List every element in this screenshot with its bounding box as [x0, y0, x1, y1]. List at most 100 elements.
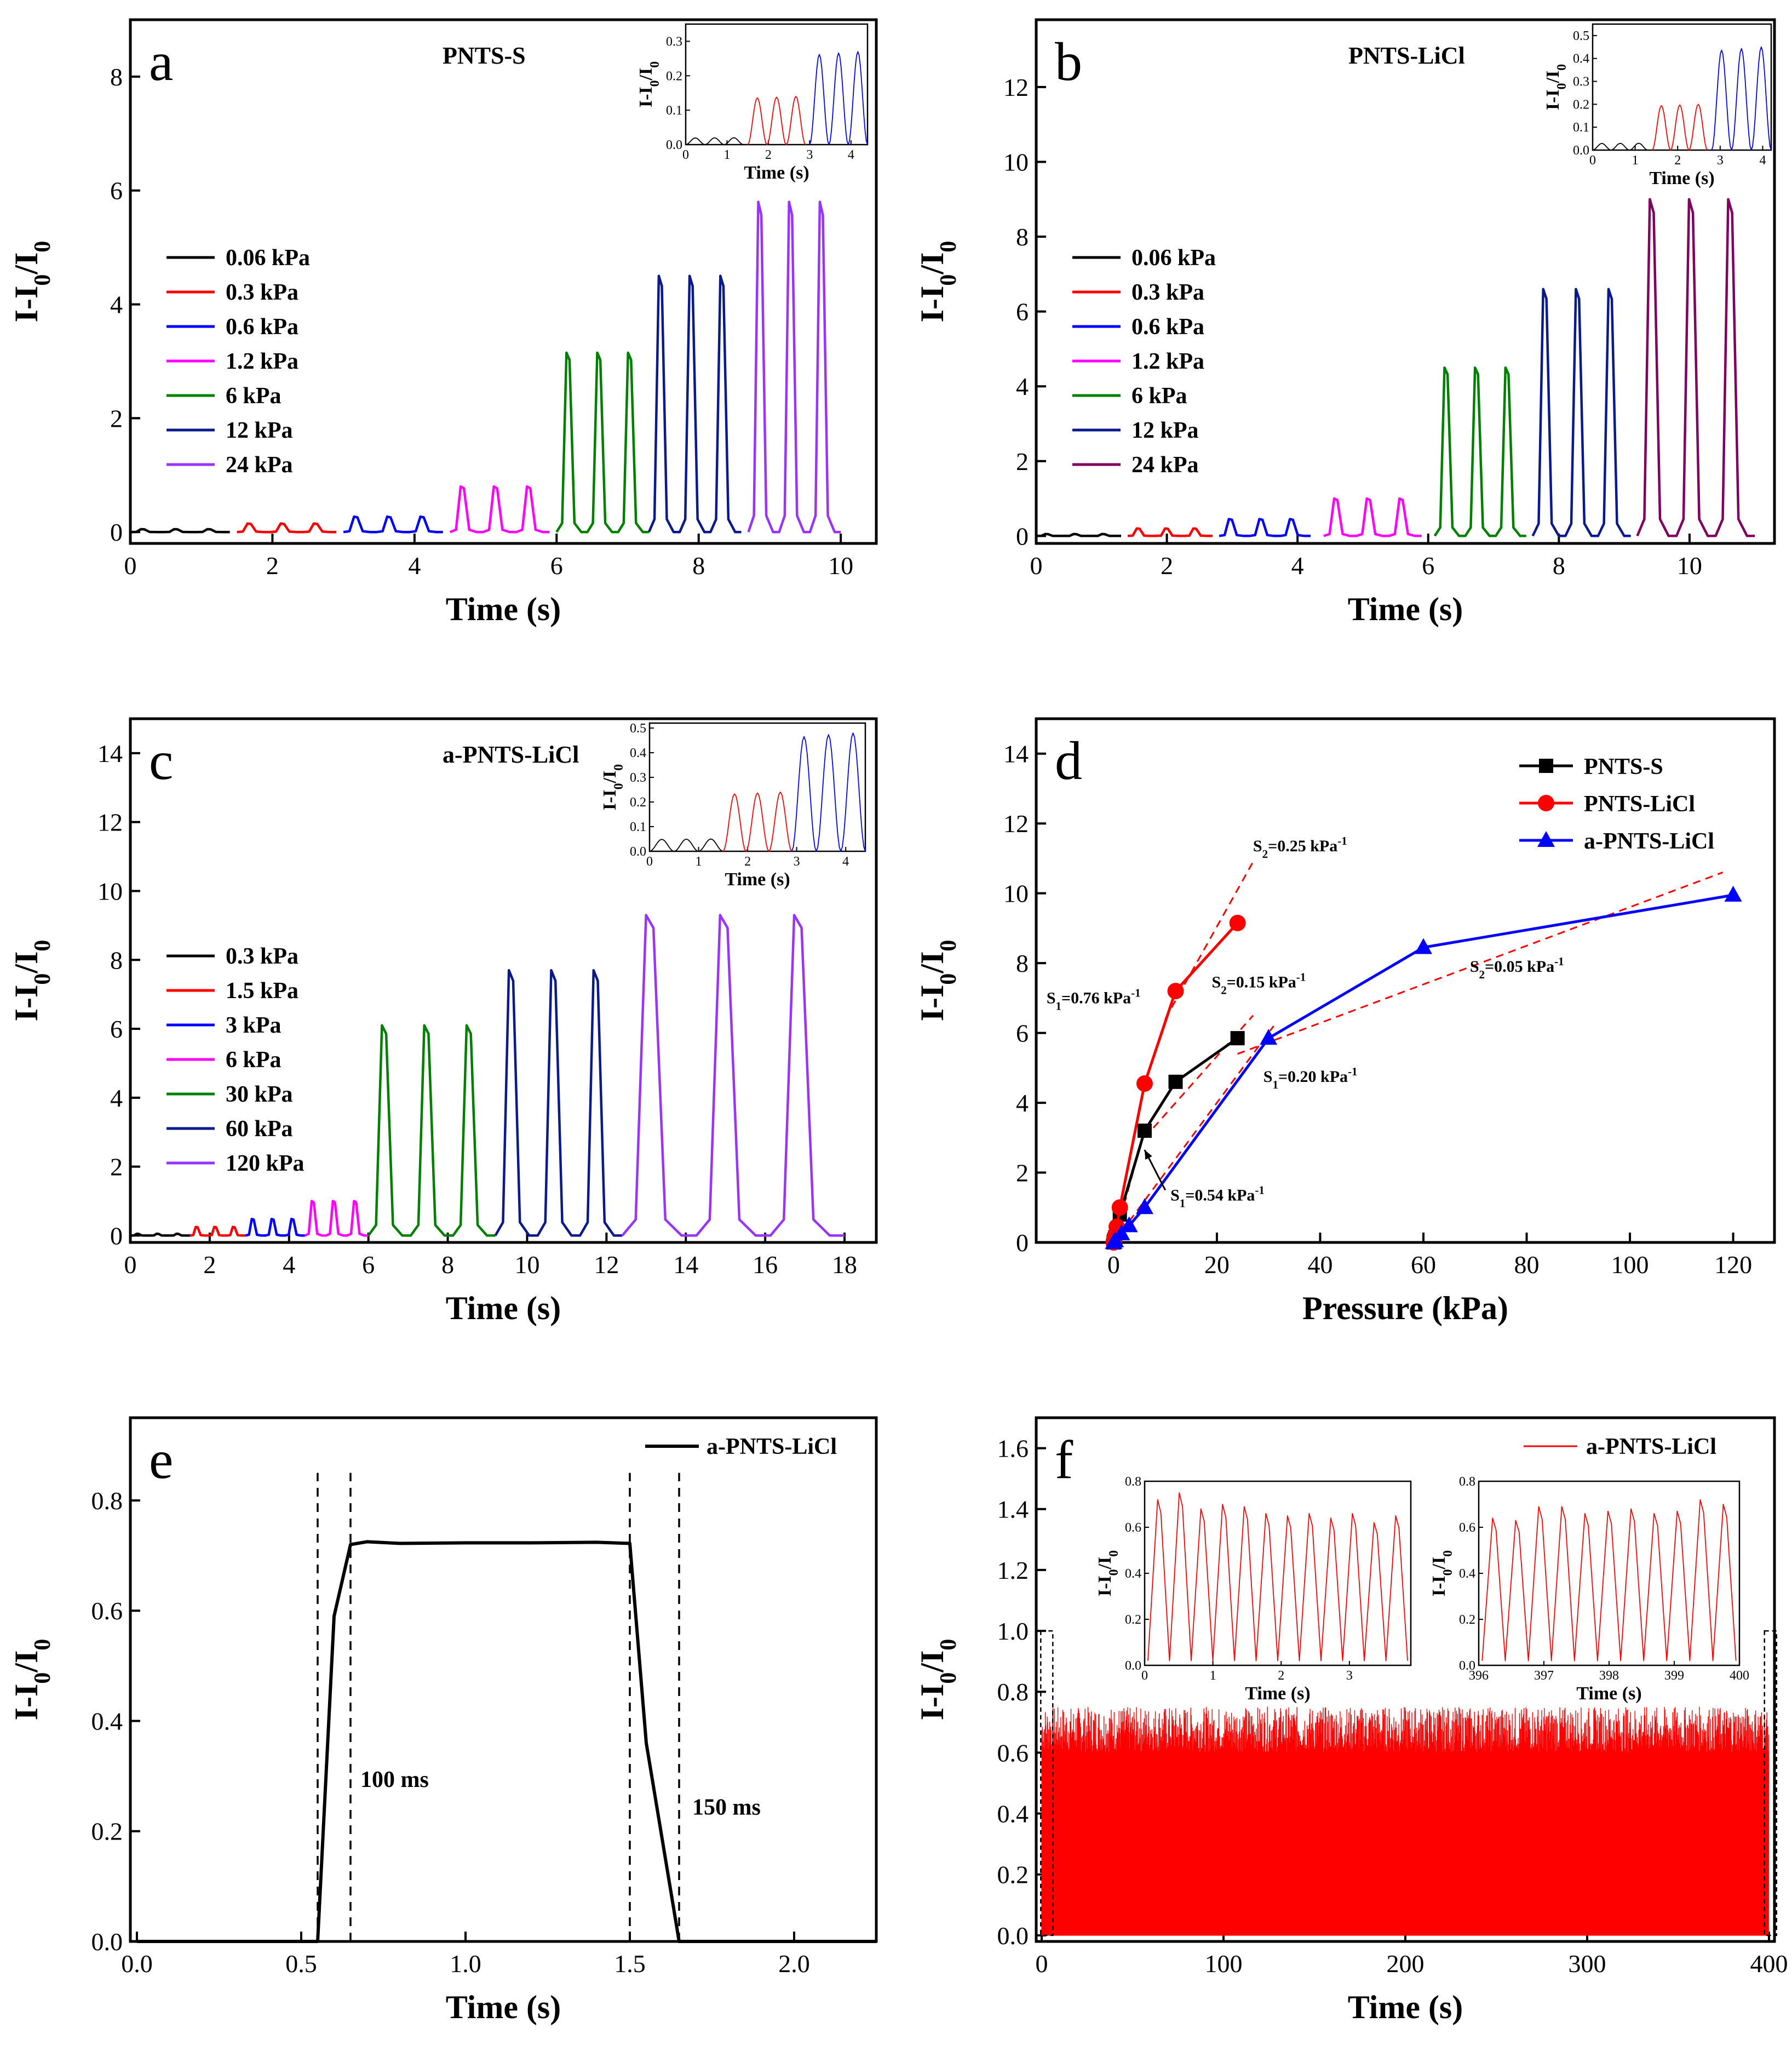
x-tick-label: 0	[1107, 1251, 1120, 1279]
y-tick-label: 0	[1016, 1229, 1029, 1257]
series-line-3	[1323, 497, 1422, 537]
legend-label: 6 kPa	[1132, 383, 1187, 409]
y-tick-label: 6	[1016, 298, 1029, 326]
legend-label: 0.3 kPa	[226, 280, 298, 305]
series-line-1	[189, 1225, 246, 1237]
inset-background	[1479, 1481, 1739, 1665]
inset-y-tick-label: 0.4	[1573, 52, 1589, 66]
series-line-6	[747, 200, 841, 534]
x-tick-label: 0.5	[285, 1950, 317, 1978]
y-tick-label: 1.6	[997, 1435, 1029, 1463]
x-tick-label: 0	[124, 552, 137, 580]
legend-label: 1.2 kPa	[226, 349, 298, 374]
legend-label: 12 kPa	[1132, 418, 1199, 443]
legend-label: a-PNTS-LiCl	[1584, 829, 1714, 854]
inset-x-tick-label: 0	[1589, 153, 1596, 168]
inset-1: 396 397 398 399 400 0.0 0.2 0.4 0.6 0.8 Time (s) I-…	[1429, 1475, 1749, 1704]
legend-label: a-PNTS-LiCl	[1586, 1434, 1716, 1459]
panel-d: 0 20 40 60 80 100 120 0 2 4 6 8 10 12 14 S2=0.25 kPa-1 S…	[914, 717, 1776, 1326]
y-tick-label: 2	[1016, 448, 1029, 475]
panel-title: PNTS-S	[443, 42, 526, 69]
inset-x-tick-label: 4	[842, 855, 849, 869]
data-point	[1136, 1075, 1153, 1092]
y-axis-label: I-I0/I0	[8, 1639, 55, 1721]
series-line-2	[245, 1217, 305, 1237]
inset-y-tick-label: 0.8	[1125, 1475, 1141, 1489]
y-tick-label: 0.8	[997, 1678, 1029, 1706]
inset-y-tick-label: 0.3	[666, 35, 682, 49]
x-tick-label: 300	[1569, 1950, 1606, 1978]
series-line-1	[237, 522, 337, 534]
y-tick-label: 4	[1016, 373, 1029, 400]
x-tick-label: 40	[1307, 1251, 1332, 1279]
legend-label: 6 kPa	[226, 383, 282, 409]
x-tick-label: 0	[1035, 1950, 1048, 1978]
x-tick-label: 4	[283, 1251, 295, 1279]
inset-x-axis-label: Time (s)	[725, 869, 790, 890]
inset-series-line	[1147, 1492, 1408, 1662]
x-tick-label: 8	[692, 552, 705, 580]
legend-label: 24 kPa	[226, 452, 293, 478]
y-tick-label: 1.2	[997, 1556, 1029, 1584]
data-point	[1414, 938, 1432, 954]
slope-annotation: S1=0.54 kPa-1	[1170, 1184, 1265, 1210]
y-axis-label: I-I0/I0	[914, 1639, 961, 1721]
inset-x-axis-label: Time (s)	[1576, 1683, 1641, 1704]
inset-series-line-1	[747, 96, 806, 145]
inset-x-tick-label: 399	[1664, 1669, 1684, 1683]
x-axis-label: Pressure (kPa)	[1302, 1290, 1508, 1326]
series-line-4	[1433, 366, 1526, 537]
x-tick-label: 120	[1714, 1251, 1752, 1279]
data-point	[1260, 1029, 1278, 1045]
x-tick-label: 18	[832, 1251, 857, 1279]
y-tick-label: 0.8	[91, 1487, 123, 1515]
y-axis-label: I-I0/I0	[8, 940, 55, 1022]
inset-y-tick-label: 0.2	[1459, 1613, 1475, 1627]
x-tick-label: 10	[514, 1251, 539, 1279]
x-axis-label: Time (s)	[1348, 591, 1463, 627]
y-tick-label: 6	[110, 177, 123, 205]
inset-x-tick-label: 398	[1599, 1669, 1619, 1683]
inset-x-tick-label: 4	[1759, 153, 1766, 168]
series-line-3	[304, 1200, 369, 1237]
y-tick-label: 6	[1016, 1019, 1029, 1047]
inset-x-tick-label: 396	[1469, 1669, 1489, 1683]
inset-y-tick-label: 0.3	[1573, 75, 1589, 89]
series-line-5	[1531, 288, 1631, 537]
x-tick-label: 2	[266, 552, 279, 580]
y-tick-label: 4	[1016, 1089, 1029, 1117]
series-line-3	[449, 485, 550, 534]
x-tick-label: 1.0	[450, 1950, 481, 1978]
time-annotation: 150 ms	[692, 1795, 761, 1820]
inset-c: 0 1 2 3 4 0.0 0.1 0.2 0.3 0.4 0.5 Time (s) I-I0/I0	[600, 721, 866, 890]
x-tick-label: 4	[408, 552, 421, 580]
x-tick-label: 8	[1553, 552, 1565, 580]
plot-frame	[1035, 717, 1776, 1244]
legend-label: 0.3 kPa	[1132, 280, 1204, 305]
time-annotation: 100 ms	[360, 1767, 429, 1792]
inset-y-axis-label: I-I0/I0	[1095, 1550, 1121, 1596]
y-tick-label: 10	[1003, 148, 1029, 176]
slope-annotation: S2=0.15 kPa-1	[1212, 971, 1306, 997]
y-tick-label: 8	[1016, 949, 1029, 977]
inset-y-tick-label: 0.0	[666, 138, 682, 152]
legend-label: 30 kPa	[226, 1082, 293, 1107]
inset-x-tick-label: 1	[1210, 1669, 1216, 1683]
y-tick-label: 0.2	[91, 1818, 123, 1846]
inset-y-tick-label: 0.6	[1125, 1521, 1141, 1535]
arrow-head	[1144, 1150, 1152, 1160]
inset-y-tick-label: 0.5	[630, 721, 646, 736]
inset-x-tick-label: 2	[744, 855, 751, 869]
panel-title: PNTS-LiCl	[1348, 42, 1465, 69]
inset-y-tick-label: 0.1	[666, 104, 682, 118]
slope-annotation: S2=0.25 kPa-1	[1253, 834, 1347, 861]
y-tick-label: 1.0	[997, 1617, 1029, 1645]
inset-y-tick-label: 0.1	[630, 820, 646, 834]
x-tick-label: 16	[753, 1251, 778, 1279]
inset-x-tick-label: 1	[1632, 153, 1639, 168]
y-tick-label: 0.0	[997, 1922, 1029, 1950]
legend-label: 0.06 kPa	[1132, 245, 1216, 271]
selection-box-end	[1764, 1630, 1777, 1937]
